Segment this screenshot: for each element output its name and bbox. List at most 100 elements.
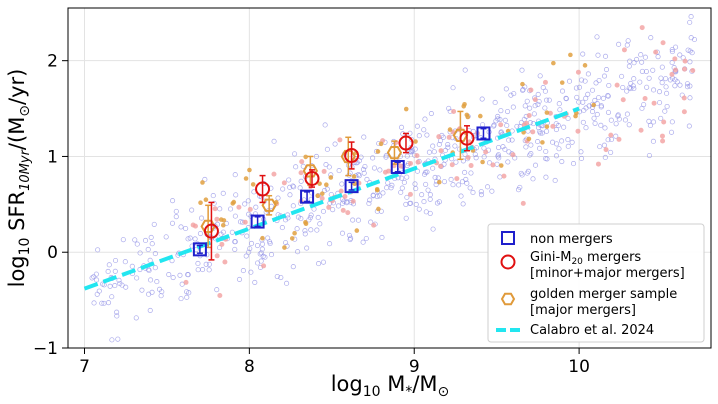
background-galaxy-point [378,208,384,214]
background-galaxy-point [317,221,323,227]
background-galaxy-point [355,172,361,178]
background-galaxy-point [549,139,556,145]
background-galaxy-point [631,85,637,92]
background-galaxy-point [543,156,549,162]
background-galaxy-point [259,246,265,252]
background-galaxy-point [360,166,367,173]
background-golden-point [465,114,471,120]
background-galaxy-point [669,47,675,53]
background-galaxy-point [528,151,534,157]
non-merger-point [250,214,265,229]
background-galaxy-point [105,268,111,275]
background-merger-point [451,109,457,115]
background-galaxy-point [583,125,589,131]
golden-merger-point [386,145,403,160]
background-galaxy-point [608,149,614,155]
non-merger-point [476,126,491,141]
background-galaxy-point [398,189,404,195]
background-galaxy-point [601,73,608,79]
background-merger-point [690,68,696,74]
background-golden-point [498,163,504,168]
background-merger-point [436,134,442,140]
background-galaxy-point [524,98,530,104]
background-golden-point [461,104,467,109]
background-merger-point [319,195,325,201]
background-galaxy-point [236,276,243,282]
background-galaxy-point [689,50,695,56]
background-merger-point [653,49,659,55]
background-galaxy-point [600,95,606,101]
background-galaxy-point [462,67,468,73]
background-galaxy-point [115,336,121,342]
background-galaxy-point [315,214,321,221]
background-galaxy-point [492,99,498,106]
background-galaxy-point [189,207,195,213]
background-galaxy-point [594,34,600,40]
background-galaxy-point [473,155,479,161]
background-galaxy-point [470,189,476,195]
background-merger-point [530,129,536,135]
background-galaxy-point [615,113,621,119]
background-galaxy-point [522,84,528,90]
background-galaxy-point [520,87,526,93]
background-galaxy-point [522,103,528,109]
background-galaxy-point [580,99,586,105]
background-galaxy-point [583,95,589,101]
background-galaxy-point [320,208,326,214]
background-merger-point [242,219,248,225]
background-merger-point [510,152,516,158]
background-galaxy-point [355,217,361,223]
background-galaxy-point [532,162,539,168]
background-galaxy-point [424,132,430,138]
background-golden-point [354,228,360,233]
background-galaxy-point [94,291,100,297]
background-galaxy-point [537,129,543,135]
background-galaxy-point [535,139,541,145]
background-galaxy-point [639,105,645,111]
background-galaxy-point [287,192,293,198]
background-merger-point [338,188,344,194]
background-galaxy-point [519,67,525,73]
legend-golden-label-2: [major mergers] [530,303,636,318]
background-golden-point [568,52,573,58]
background-galaxy-point [409,147,415,154]
background-galaxy-point [399,185,405,191]
background-galaxy-point [248,240,255,247]
background-galaxy-point [195,267,201,273]
background-galaxy-point [280,186,286,192]
background-galaxy-point [589,87,596,93]
background-galaxy-point [573,85,579,91]
background-galaxy-point [662,108,668,114]
background-galaxy-point [271,138,277,144]
background-galaxy-point [284,280,290,286]
background-golden-point [243,176,249,181]
background-galaxy-point [673,44,679,50]
background-galaxy-point [106,262,112,268]
background-merger-point [614,82,620,88]
background-galaxy-point [555,122,561,129]
background-galaxy-point [245,198,251,204]
background-galaxy-point [370,155,376,161]
background-galaxy-point [114,309,120,315]
background-galaxy-point [527,105,533,111]
background-galaxy-point [109,337,115,343]
background-galaxy-point [503,86,509,92]
background-galaxy-point [626,122,632,128]
background-galaxy-point [481,154,487,160]
background-galaxy-point [542,88,548,94]
background-galaxy-point [688,14,694,20]
background-galaxy-point [687,59,693,65]
background-golden-point [303,154,308,160]
background-galaxy-point [592,97,598,104]
background-galaxy-point [298,178,304,184]
background-galaxy-point [580,119,586,125]
y-axis-ticks: −1 0 1 2 [33,52,68,359]
background-galaxy-point [129,263,135,269]
y-axis-label-end: /yr) [5,69,29,105]
background-galaxy-point [220,190,226,196]
background-golden-point [319,191,325,196]
background-galaxy-point [146,267,152,274]
background-galaxy-point [644,84,650,90]
background-galaxy-point [253,204,259,210]
background-galaxy-point [285,212,291,218]
